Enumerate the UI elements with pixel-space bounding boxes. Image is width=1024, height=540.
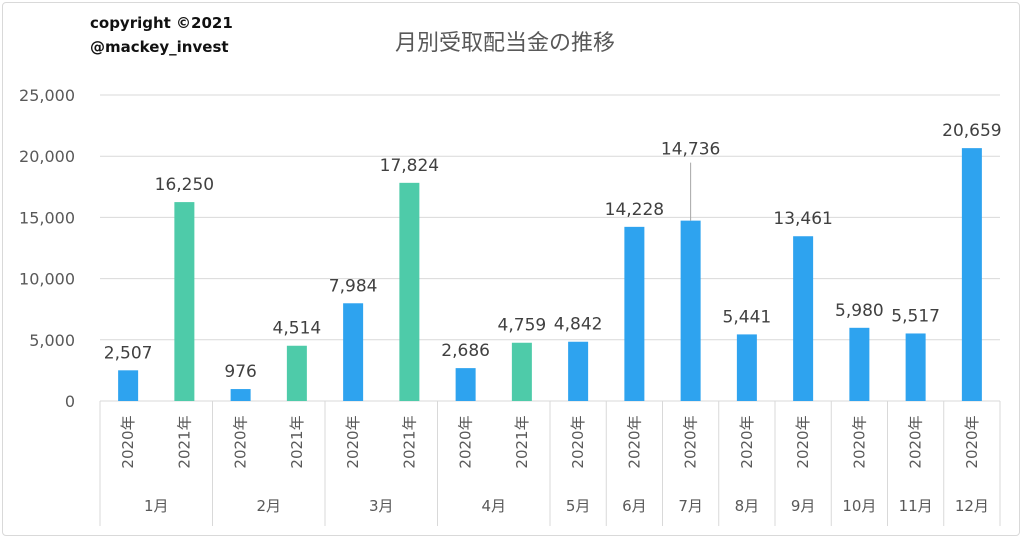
- data-label: 14,228: [605, 200, 664, 220]
- data-label: 976: [224, 362, 256, 382]
- bar-4月-2020年: [455, 368, 476, 401]
- x-tick-label-month: 3月: [369, 497, 394, 515]
- data-label: 13,461: [773, 209, 832, 229]
- x-tick-label-year: 2020年: [344, 415, 362, 468]
- bar-12月-2020年: [961, 148, 982, 401]
- x-tick-label-year: 2021年: [513, 415, 531, 468]
- x-tick-label-month: 7月: [678, 497, 703, 515]
- x-tick-label-month: 4月: [481, 497, 506, 515]
- x-tick-label-year: 2020年: [963, 415, 981, 468]
- bar-1月-2021年: [174, 202, 195, 401]
- data-label: 4,514: [273, 319, 322, 339]
- x-tick-label-year: 2020年: [682, 415, 700, 468]
- x-tick-label-year: 2021年: [288, 415, 306, 468]
- y-tick-label: 0: [65, 392, 75, 411]
- bar-2月-2021年: [286, 345, 307, 401]
- bar-8月-2020年: [736, 334, 757, 401]
- copyright-text: copyright ©2021: [90, 14, 233, 32]
- data-label: 5,441: [723, 307, 772, 327]
- bar-9月-2020年: [793, 236, 814, 401]
- y-tick-label: 20,000: [19, 147, 75, 166]
- x-tick-label-year: 2020年: [119, 415, 137, 468]
- x-tick-label-month: 6月: [622, 497, 647, 515]
- x-tick-label-year: 2020年: [569, 415, 587, 468]
- data-label: 2,507: [104, 343, 153, 363]
- bar-11月-2020年: [905, 333, 926, 401]
- bar-1月-2020年: [118, 370, 139, 401]
- data-label: 2,686: [441, 341, 490, 361]
- data-label: 17,824: [380, 156, 439, 176]
- bar-4月-2021年: [511, 342, 532, 401]
- x-tick-label-month: 12月: [955, 497, 989, 515]
- x-tick-label-month: 1月: [144, 497, 169, 515]
- data-label: 4,842: [554, 315, 603, 335]
- x-tick-label-year: 2020年: [232, 415, 250, 468]
- y-tick-label: 25,000: [19, 86, 75, 105]
- bar-5月-2020年: [568, 341, 589, 401]
- y-tick-label: 5,000: [29, 331, 75, 350]
- x-tick-label-year: 2020年: [457, 415, 475, 468]
- data-label: 16,250: [155, 175, 214, 195]
- y-tick-label: 10,000: [19, 270, 75, 289]
- bar-10月-2020年: [849, 327, 870, 401]
- bar-6月-2020年: [624, 226, 645, 401]
- x-tick-label-year: 2020年: [850, 415, 868, 468]
- bar-3月-2020年: [343, 303, 364, 401]
- data-label: 5,517: [891, 306, 940, 326]
- x-tick-label-month: 9月: [791, 497, 816, 515]
- x-tick-label-year: 2021年: [400, 415, 418, 468]
- x-tick-label-month: 10月: [842, 497, 876, 515]
- data-label: 7,984: [329, 276, 378, 296]
- author-handle: @mackey_invest: [90, 38, 229, 56]
- x-tick-label-year: 2020年: [738, 415, 756, 468]
- bar-7月-2020年: [680, 220, 701, 401]
- x-tick-label-year: 2020年: [625, 415, 643, 468]
- x-tick-label-month: 11月: [899, 497, 933, 515]
- bar-2月-2020年: [230, 389, 251, 401]
- x-tick-label-month: 8月: [735, 497, 760, 515]
- data-label: 4,759: [498, 316, 547, 336]
- x-tick-label-year: 2020年: [794, 415, 812, 468]
- x-tick-label-month: 2月: [256, 497, 281, 515]
- bar-3月-2021年: [399, 182, 420, 401]
- data-label: 14,736: [661, 140, 720, 160]
- x-tick-label-month: 5月: [566, 497, 591, 515]
- data-label: 5,980: [835, 301, 884, 321]
- x-tick-label-year: 2021年: [175, 415, 193, 468]
- y-tick-label: 15,000: [19, 208, 75, 227]
- x-tick-label-year: 2020年: [907, 415, 925, 468]
- chart-title: 月別受取配当金の推移: [395, 31, 615, 56]
- data-label: 20,659: [942, 121, 1001, 141]
